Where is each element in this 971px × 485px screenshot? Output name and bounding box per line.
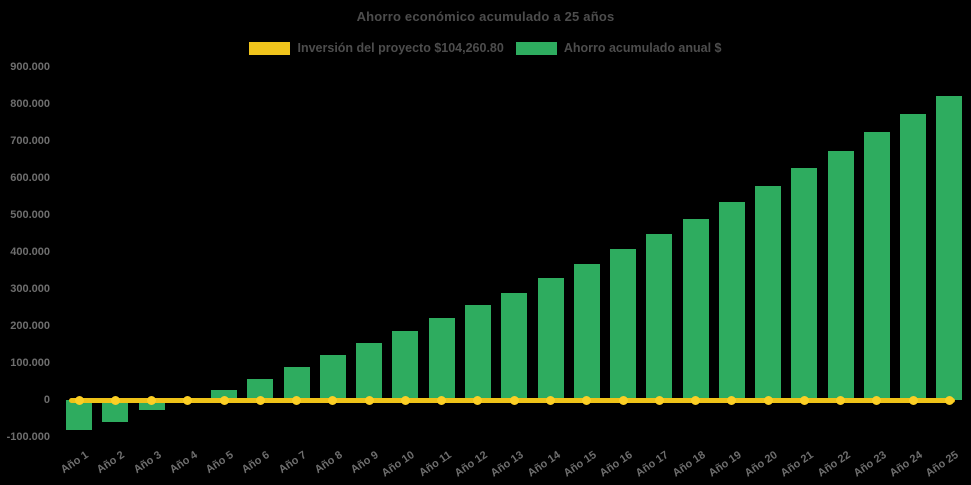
x-axis-label: Año 8 <box>312 449 345 477</box>
bar-ano-11[interactable] <box>428 317 455 400</box>
x-axis-label: Año 19 <box>706 449 744 480</box>
line-marker-ano-17[interactable] <box>654 395 664 405</box>
line-marker-ano-8[interactable] <box>328 395 338 405</box>
line-marker-ano-10[interactable] <box>400 395 410 405</box>
x-axis-label: Año 17 <box>633 449 672 480</box>
line-marker-ano-15[interactable] <box>582 395 592 405</box>
bar-ano-22[interactable] <box>827 150 854 400</box>
line-marker-ano-22[interactable] <box>836 395 846 405</box>
y-axis-label: -100.000 <box>6 431 50 443</box>
y-axis-label: 100.000 <box>10 357 50 369</box>
y-axis-label: 500.000 <box>10 209 50 221</box>
x-axis-label: Año 3 <box>131 449 164 477</box>
bar-ano-16[interactable] <box>610 249 637 400</box>
line-marker-ano-9[interactable] <box>364 395 374 405</box>
line-marker-ano-5[interactable] <box>219 395 229 405</box>
line-marker-ano-1[interactable] <box>74 395 84 405</box>
x-axis-label: Año 23 <box>851 449 889 480</box>
line-marker-ano-11[interactable] <box>437 395 447 405</box>
y-axis-label: 400.000 <box>10 246 50 258</box>
line-marker-ano-20[interactable] <box>763 395 773 405</box>
x-axis-label: Año 4 <box>167 449 200 477</box>
line-marker-ano-23[interactable] <box>872 395 882 405</box>
bar-ano-2[interactable] <box>102 400 129 422</box>
y-axis-label: 700.000 <box>10 135 50 147</box>
line-marker-ano-13[interactable] <box>509 395 519 405</box>
bar-ano-15[interactable] <box>573 263 600 400</box>
line-marker-ano-3[interactable] <box>147 395 157 405</box>
line-marker-ano-2[interactable] <box>110 395 120 405</box>
line-marker-ano-4[interactable] <box>183 395 193 405</box>
legend: Inversión del proyecto $104,260.80 Ahorr… <box>0 41 971 55</box>
x-axis-label: Año 10 <box>380 449 418 480</box>
x-axis-label: Año 15 <box>561 449 599 480</box>
bar-ano-13[interactable] <box>501 292 528 400</box>
bar-ano-7[interactable] <box>283 367 310 400</box>
legend-item-ahorro[interactable]: Ahorro acumulado anual $ <box>515 41 722 55</box>
x-axis-label: Año 24 <box>887 449 925 480</box>
x-axis-label: Año 20 <box>742 449 780 480</box>
y-axis-label: 800.000 <box>10 98 50 110</box>
bar-ano-14[interactable] <box>537 278 564 400</box>
line-marker-ano-24[interactable] <box>908 395 918 405</box>
y-axis-label: 0 <box>43 394 50 406</box>
line-marker-ano-19[interactable] <box>727 395 737 405</box>
x-axis-label: Año 5 <box>203 449 236 477</box>
bar-ano-3[interactable] <box>138 400 165 411</box>
y-axis-label: 200.000 <box>10 320 50 332</box>
bar-ano-21[interactable] <box>791 168 818 400</box>
bar-ano-18[interactable] <box>682 219 709 400</box>
bar-ano-9[interactable] <box>356 343 383 400</box>
bar-ano-23[interactable] <box>863 132 890 400</box>
x-axis-label: Año 25 <box>924 449 962 480</box>
x-axis-label: Año 22 <box>815 449 853 480</box>
legend-item-inversion[interactable]: Inversión del proyecto $104,260.80 <box>249 41 504 55</box>
line-marker-ano-7[interactable] <box>292 395 302 405</box>
line-marker-ano-21[interactable] <box>799 395 809 405</box>
bar-ano-8[interactable] <box>319 354 346 400</box>
x-axis-label: Año 1 <box>58 449 91 477</box>
bar-ano-25[interactable] <box>936 95 963 400</box>
x-axis-label: Año 16 <box>597 449 635 480</box>
x-axis-label: Año 9 <box>348 449 381 477</box>
x-axis-label: Año 18 <box>670 449 708 480</box>
chart-title: Ahorro económico acumulado a 25 años <box>356 9 615 24</box>
x-axis-label: Año 7 <box>276 449 309 477</box>
bar-ano-1[interactable] <box>66 400 92 430</box>
line-marker-ano-6[interactable] <box>255 395 265 405</box>
bar-ano-5[interactable] <box>211 390 238 400</box>
y-axis-label: 600.000 <box>10 172 50 184</box>
x-axis-label: Año 14 <box>525 449 563 480</box>
legend-swatch-inversion-icon <box>249 41 291 55</box>
bar-ano-6[interactable] <box>247 378 274 400</box>
x-axis-label: Año 21 <box>778 449 817 480</box>
bar-ano-19[interactable] <box>718 202 745 400</box>
bar-ano-20[interactable] <box>755 186 782 400</box>
bar-ano-24[interactable] <box>900 114 927 400</box>
line-marker-ano-16[interactable] <box>618 395 628 405</box>
x-axis-label: Año 11 <box>416 449 454 480</box>
bar-ano-17[interactable] <box>646 233 673 400</box>
bar-ano-10[interactable] <box>392 331 419 400</box>
line-marker-ano-12[interactable] <box>473 395 483 405</box>
y-axis-label: 900.000 <box>10 61 50 73</box>
x-axis-label: Año 12 <box>452 449 490 480</box>
x-axis-label: Año 13 <box>488 449 526 480</box>
bar-ano-12[interactable] <box>464 304 491 400</box>
line-marker-ano-14[interactable] <box>546 395 555 405</box>
y-axis-label: 300.000 <box>10 283 50 295</box>
legend-label-inversion: Inversión del proyecto $104,260.80 <box>297 41 504 55</box>
legend-label-ahorro: Ahorro acumulado anual $ <box>563 41 722 55</box>
line-marker-ano-25[interactable] <box>944 395 954 405</box>
x-axis-label: Año 6 <box>240 449 273 477</box>
x-axis-label: Año 2 <box>94 449 127 477</box>
line-marker-ano-18[interactable] <box>691 395 701 405</box>
legend-swatch-ahorro-icon <box>515 41 557 55</box>
